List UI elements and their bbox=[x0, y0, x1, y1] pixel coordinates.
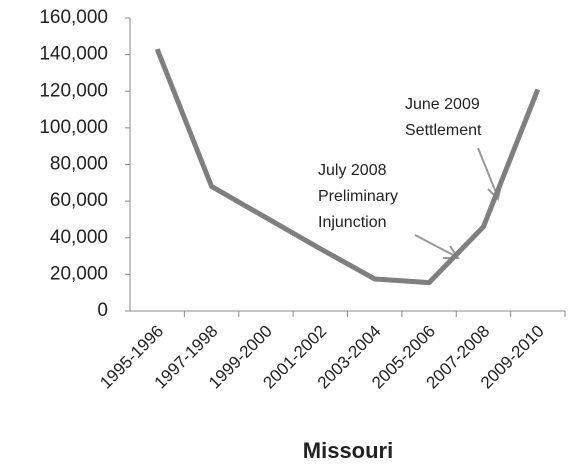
y-tick-label: 0 bbox=[97, 300, 108, 321]
y-tick-label: 160,000 bbox=[39, 7, 108, 28]
y-tick-label: 80,000 bbox=[50, 154, 108, 175]
line-series bbox=[154, 48, 541, 286]
annotation: July 2008 Preliminary Injunction bbox=[318, 162, 398, 231]
y-tick-label: 120,000 bbox=[39, 80, 108, 101]
y-tick-label: 60,000 bbox=[50, 190, 108, 211]
y-tick-label: 20,000 bbox=[50, 263, 108, 284]
x-axis-title: Missouri bbox=[303, 438, 393, 463]
y-tick-label: 100,000 bbox=[39, 117, 108, 138]
y-tick-label: 40,000 bbox=[50, 227, 108, 248]
annotation-arrow bbox=[414, 147, 502, 259]
annotation: June 2009 Settlement bbox=[405, 96, 482, 139]
y-tick-label: 140,000 bbox=[39, 44, 108, 65]
